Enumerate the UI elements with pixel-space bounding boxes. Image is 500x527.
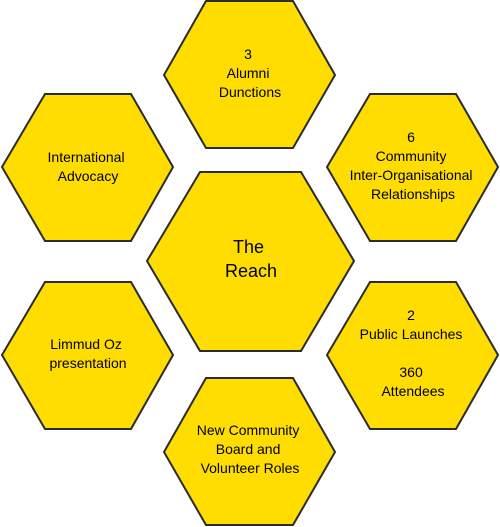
hex-bottom: New Community Board and Volunteer Roles [162, 377, 337, 526]
hex-upper-left-line-2: Advocacy [58, 168, 119, 184]
hex-top-label: 3 Alumni Dunctions [219, 46, 281, 100]
hex-upper-right-line-1: 6 [407, 129, 415, 145]
hex-center-label: The Reach [225, 237, 277, 281]
hex-upper-right-line-3: Inter-Organisational [350, 167, 473, 183]
hex-center-line-2: Reach [225, 261, 277, 281]
hex-top: 3 Alumni Dunctions [162, 0, 337, 149]
hex-bottom-line-1: New Community [197, 422, 300, 438]
hex-lower-right-line-2: Public Launches [360, 326, 463, 342]
hex-bottom-line-2: Board and [216, 441, 281, 457]
hex-top-line-2: Alumni [227, 65, 270, 81]
hex-lower-right-line-5: Attendees [381, 383, 444, 399]
hex-center-line-1: The [233, 237, 264, 257]
hex-lower-right-line-4: 360 [399, 364, 423, 380]
hex-upper-left-line-1: International [48, 149, 125, 165]
hex-upper-right-shape [325, 93, 500, 242]
hex-top-line-1: 3 [244, 46, 252, 62]
hex-center: The Reach [145, 171, 356, 352]
hex-upper-right-label: 6 Community Inter-Organisational Relatio… [350, 129, 477, 202]
hex-upper-left-shape [0, 93, 175, 242]
hex-upper-right: 6 Community Inter-Organisational Relatio… [325, 93, 500, 242]
hex-lower-right: 2 Public Launches 360 Attendees [325, 281, 500, 430]
hex-lower-right-line-1: 2 [407, 307, 415, 323]
hex-upper-right-line-2: Community [376, 148, 447, 164]
hex-bottom-shape [162, 377, 337, 526]
hex-lower-right-shape [325, 281, 500, 430]
hex-upper-left-label: International Advocacy [48, 149, 129, 184]
hex-lower-left-shape [0, 281, 175, 430]
hex-lower-right-label: 2 Public Launches 360 Attendees [360, 307, 467, 399]
hex-lower-left-line-1: Limmud Oz [50, 336, 122, 352]
hex-lower-left-label: Limmud Oz presentation [49, 336, 126, 371]
hex-lower-left: Limmud Oz presentation [0, 281, 175, 430]
hex-lower-left-line-2: presentation [49, 355, 126, 371]
hex-top-line-3: Dunctions [219, 84, 281, 100]
hex-upper-left: International Advocacy [0, 93, 175, 242]
hex-bottom-line-3: Volunteer Roles [201, 460, 300, 476]
hex-upper-right-line-4: Relationships [371, 186, 455, 202]
hex-top-shape [162, 0, 337, 149]
hex-bottom-label: New Community Board and Volunteer Roles [197, 422, 304, 476]
hex-center-shape [145, 171, 356, 352]
